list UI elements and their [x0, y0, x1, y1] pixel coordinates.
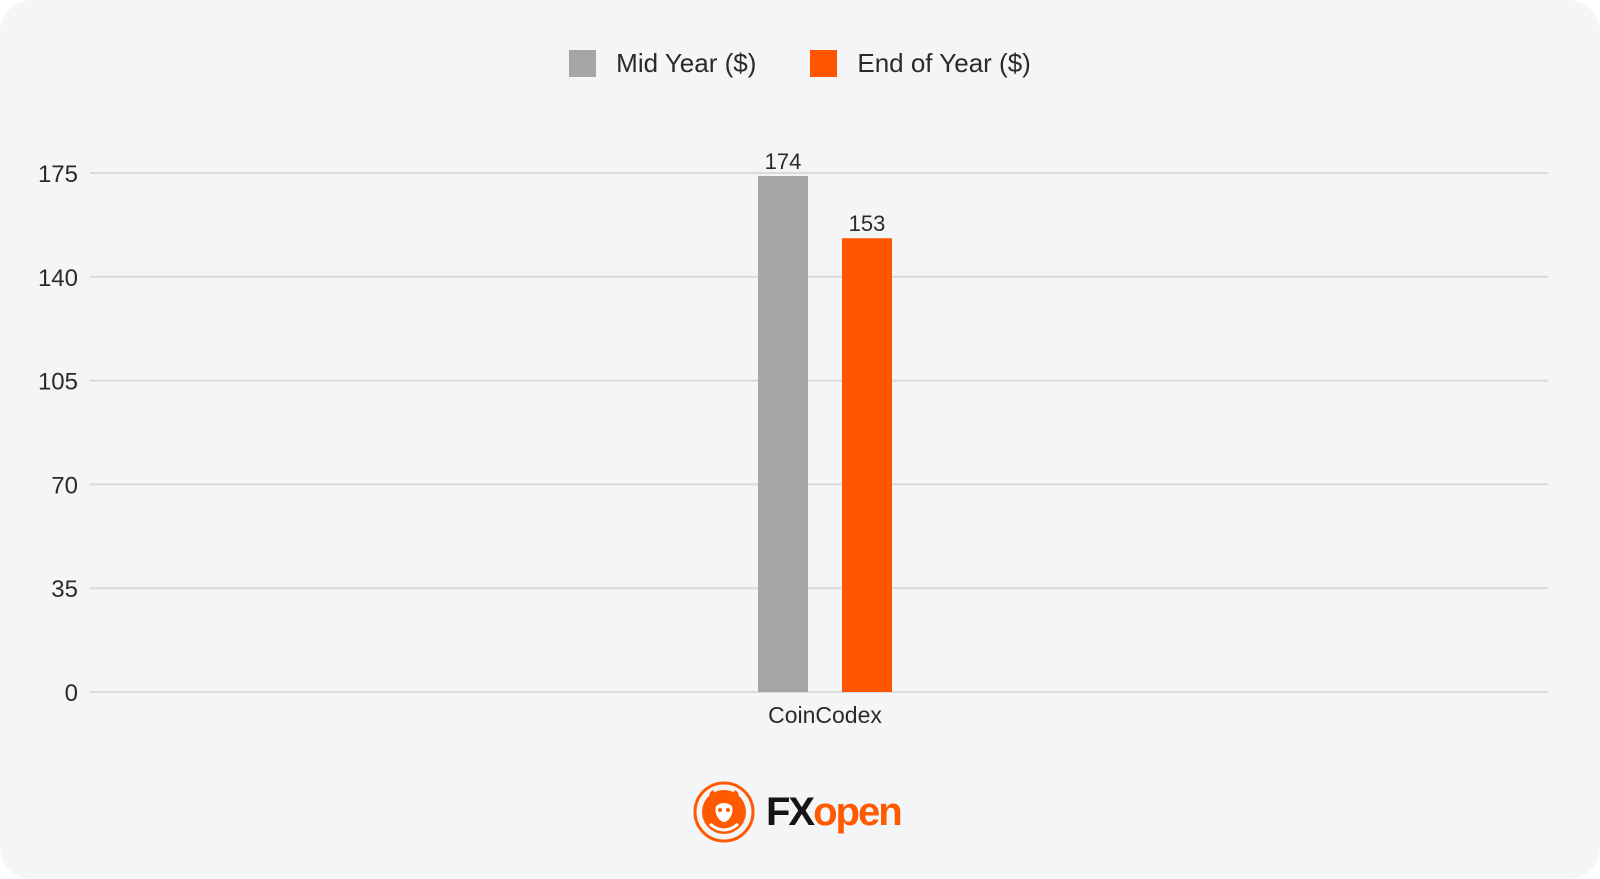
legend-label-mid-year: Mid Year ($)	[616, 48, 757, 78]
brand-wordmark: FXopen	[766, 789, 903, 835]
legend-item-mid-year: Mid Year ($)	[569, 48, 756, 79]
x-category-label: CoinCodex	[768, 702, 882, 728]
y-tick-label: 140	[38, 265, 78, 292]
bar-value-label: 174	[765, 149, 802, 174]
legend-item-end-of-year: End of Year ($)	[810, 48, 1031, 79]
legend-label-end-of-year: End of Year ($)	[857, 48, 1031, 78]
legend-swatch-mid-year	[569, 50, 597, 77]
brand-open-text: open	[813, 789, 903, 834]
y-tick-label: 175	[38, 161, 78, 188]
bar	[842, 238, 892, 692]
y-tick-label: 70	[51, 472, 78, 499]
bar-value-label: 153	[849, 211, 886, 236]
brand-fx-text: FX	[766, 789, 815, 834]
brand-logo: FXopen	[692, 780, 903, 844]
legend: Mid Year ($) End of Year ($)	[0, 48, 1600, 79]
bull-logo-icon	[693, 781, 755, 843]
legend-swatch-end-of-year	[810, 50, 838, 77]
y-tick-label: 0	[65, 680, 78, 707]
y-tick-label: 105	[38, 369, 78, 396]
bar	[758, 175, 808, 693]
y-tick-label: 35	[51, 576, 78, 603]
